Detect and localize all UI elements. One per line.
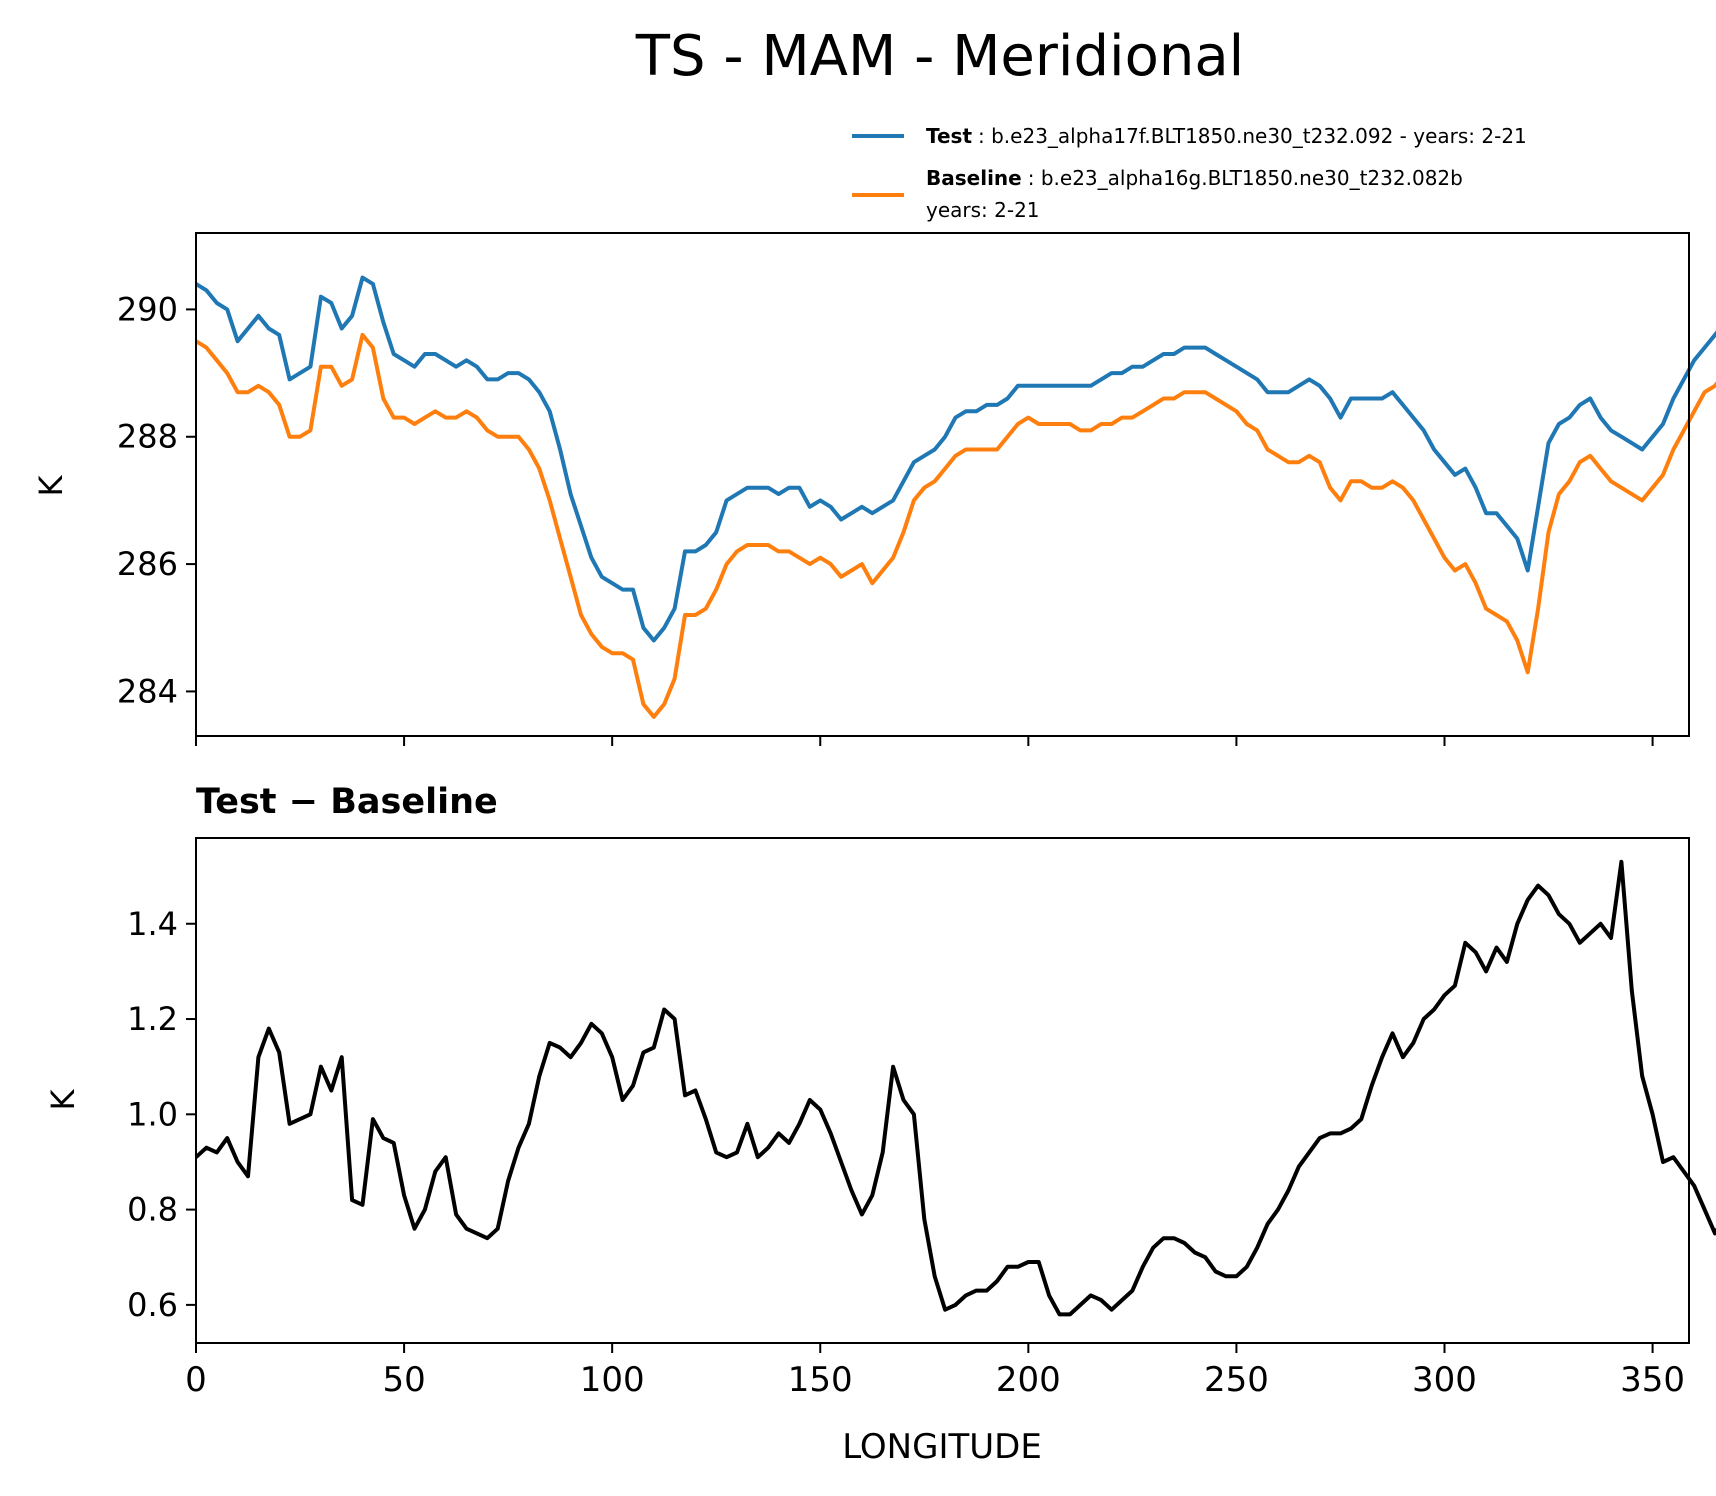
top-axes-frame <box>195 232 1690 737</box>
bottom-x-tick-label: 100 <box>580 1360 645 1400</box>
bottom-y-tick-label: 0.6 <box>127 1286 178 1324</box>
legend-baseline-rest: : b.e23_alpha16g.BLT1850.ne30_t232.082b <box>1028 166 1463 190</box>
top-y-axis-label: K <box>32 474 70 496</box>
bottom-y-ticks: 0.6 0.8 1.0 1.2 1.4 <box>127 905 196 1324</box>
bottom-y-tick-label: 1.2 <box>127 1000 178 1038</box>
bottom-panel-title: Test − Baseline <box>196 782 498 822</box>
legend-label-test: Test: b.e23_alpha17f.BLT1850.ne30_t232.0… <box>926 124 1527 148</box>
legend-baseline-bold: Baseline <box>926 166 1022 190</box>
bottom-y-tick-label: 1.0 <box>127 1095 178 1133</box>
top-y-ticks: 284 286 288 290 <box>117 290 196 710</box>
bottom-x-tick-label: 200 <box>996 1360 1061 1400</box>
legend-test-rest: : b.e23_alpha17f.BLT1850.ne30_t232.092 -… <box>978 124 1527 148</box>
bottom-x-tick-label: 150 <box>788 1360 853 1400</box>
bottom-y-tick-label: 1.4 <box>127 905 178 943</box>
legend-test-bold: Test <box>926 124 972 148</box>
legend-label-baseline-line2: years: 2-21 <box>926 198 1040 222</box>
bottom-series-test-baseline <box>194 859 1716 1317</box>
bottom-y-tick-label: 0.8 <box>127 1191 178 1229</box>
top-y-tick-label: 290 <box>117 290 178 328</box>
legend-label-baseline: Baseline: b.e23_alpha16g.BLT1850.ne30_t2… <box>926 166 1463 190</box>
top-series-baseline <box>194 332 1716 719</box>
top-y-tick-label: 284 <box>117 672 178 710</box>
top-series-test <box>194 275 1716 643</box>
bottom-x-tick-label: 0 <box>185 1360 207 1400</box>
bottom-x-tick-label: 300 <box>1412 1360 1477 1400</box>
bottom-x-ticks: 0 50 100 150 200 250 300 350 <box>185 1343 1685 1400</box>
top-y-tick-label: 286 <box>117 545 178 583</box>
top-y-tick-label: 288 <box>117 418 178 456</box>
top-series-layer <box>194 275 1716 719</box>
bottom-panel: Test − Baseline 0.6 0.8 1.0 1.2 1.4 0 50 100 15… <box>44 782 1716 1467</box>
bottom-x-tick-label: 250 <box>1204 1360 1269 1400</box>
legend: Test: b.e23_alpha17f.BLT1850.ne30_t232.0… <box>852 124 1527 222</box>
bottom-axes-frame <box>195 837 1690 1344</box>
figure-title: TS - MAM - Meridional <box>635 24 1244 89</box>
bottom-y-axis-label: K <box>44 1088 82 1110</box>
top-panel: 284 286 288 290 K <box>32 232 1716 746</box>
bottom-x-tick-label: 350 <box>1620 1360 1685 1400</box>
bottom-series-layer <box>194 859 1716 1317</box>
x-axis-label: LONGITUDE <box>842 1427 1042 1467</box>
top-x-ticks <box>195 736 1654 746</box>
bottom-x-tick-label: 50 <box>382 1360 425 1400</box>
